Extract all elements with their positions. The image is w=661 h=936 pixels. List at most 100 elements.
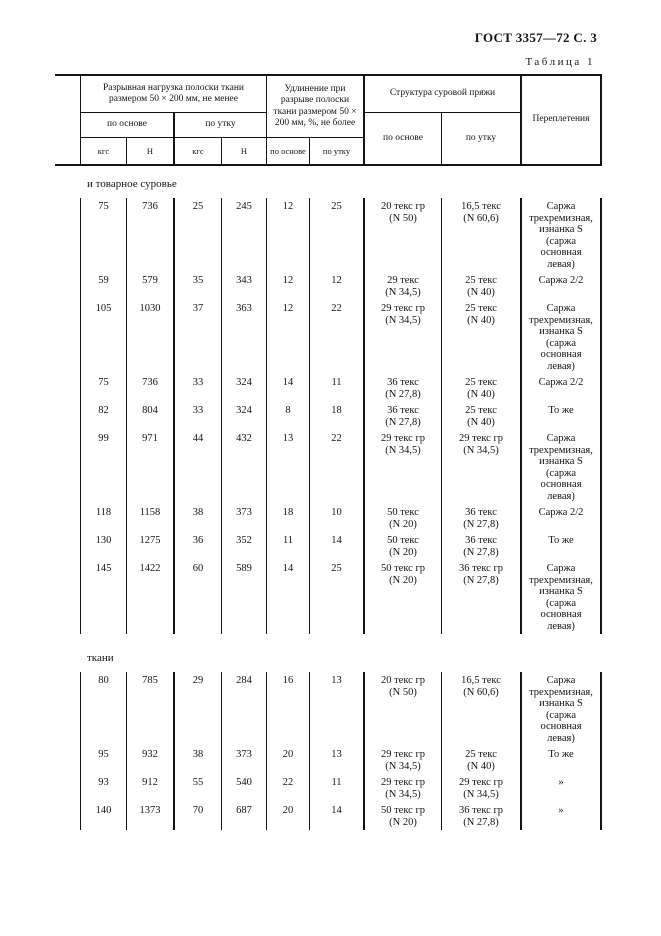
table-cell: Саржа трехремизная, изнанка S (саржа осн… <box>522 560 602 634</box>
table-cell: То же <box>522 746 602 774</box>
table-cell: 29 текс гр (N 34,5) <box>442 774 522 802</box>
document-id: ГОСТ 3357—72 С. 3 <box>474 30 597 45</box>
table-cell: 50 текс гр (N 20) <box>365 560 442 634</box>
table-cell: 36 текс (N 27,8) <box>365 374 442 402</box>
table-cell: 22 <box>310 430 365 504</box>
table-cell: 37 <box>175 300 222 374</box>
header-elongation-by-warp: по основе <box>267 137 310 164</box>
table-cell: 22 <box>267 774 310 802</box>
table-cell: То же <box>522 402 602 430</box>
table-cell: 36 текс (N 27,8) <box>365 402 442 430</box>
table-cell: » <box>522 774 602 802</box>
header-kgf-weft: кгс <box>175 137 222 164</box>
header-load-by-warp: по основе <box>80 112 175 137</box>
row-stub <box>55 402 80 430</box>
table-cell: 29 текс гр (N 34,5) <box>365 774 442 802</box>
header-newton-weft: Н <box>222 137 267 164</box>
header-weave: Переплетения <box>522 76 602 164</box>
table-cell: Саржа 2/2 <box>522 272 602 300</box>
table-cell: 20 <box>267 802 310 830</box>
table-body-section-2: 80 785 29 284 16 13 20 текс гр (N 50) 16,5 текс… <box>55 672 602 830</box>
table-cell: 145 <box>80 560 127 634</box>
table-cell: 70 <box>175 802 222 830</box>
table-cell: 20 текс гр (N 50) <box>365 672 442 746</box>
table-cell: 971 <box>127 430 175 504</box>
table-cell: 11 <box>310 774 365 802</box>
table-cell: 16 <box>267 672 310 746</box>
table-cell: 93 <box>80 774 127 802</box>
table-cell: 118 <box>80 504 127 532</box>
table-cell: Саржа 2/2 <box>522 504 602 532</box>
row-stub <box>55 272 80 300</box>
table-cell: 1422 <box>127 560 175 634</box>
header-structure-by-weft: по утку <box>442 112 522 164</box>
table-cell: 912 <box>127 774 175 802</box>
section-label-tovarnoe-surovye: и товарное суровье <box>87 178 177 190</box>
table-cell: 50 текс (N 20) <box>365 504 442 532</box>
row-stub <box>55 746 80 774</box>
table-cell: 36 текс (N 27,8) <box>442 532 522 560</box>
table-cell: 25 <box>310 198 365 272</box>
table-cell: 10 <box>310 504 365 532</box>
table-cell: 687 <box>222 802 267 830</box>
table-cell: 18 <box>267 504 310 532</box>
table-cell: 22 <box>310 300 365 374</box>
table-cell: 16,5 текс (N 60,6) <box>442 198 522 272</box>
row-stub <box>55 802 80 830</box>
table-cell: 55 <box>175 774 222 802</box>
header-elongation-by-weft: по утку <box>310 137 365 164</box>
table-cell: 373 <box>222 746 267 774</box>
table-body-section-1: 75 736 25 245 12 25 20 текс гр (N 50) 16,5 текс… <box>55 198 602 634</box>
table-cell: 324 <box>222 374 267 402</box>
page-header: ГОСТ 3357—72 С. 3 Таблица 1 <box>55 30 602 68</box>
table-cell: 13 <box>267 430 310 504</box>
table-cell: 29 текс гр (N 34,5) <box>365 300 442 374</box>
table-cell: 95 <box>80 746 127 774</box>
table-cell: 12 <box>310 272 365 300</box>
header-breaking-load: Разрывная нагрузка полоски ткани размеро… <box>80 76 267 112</box>
table-cell: 29 <box>175 672 222 746</box>
table-cell: 29 текс гр (N 34,5) <box>365 746 442 774</box>
table-cell: 80 <box>80 672 127 746</box>
table-cell: 33 <box>175 402 222 430</box>
table-caption: Таблица 1 <box>525 56 595 68</box>
section-label-tkani: ткани <box>87 652 114 664</box>
table-cell: Саржа 2/2 <box>522 374 602 402</box>
table-cell: 1373 <box>127 802 175 830</box>
table-cell: » <box>522 802 602 830</box>
table-cell: Саржа трехремизная, изнанка S (саржа осн… <box>522 672 602 746</box>
table-cell: 25 текс (N 40) <box>442 272 522 300</box>
table-cell: 12 <box>267 272 310 300</box>
table-cell: 1158 <box>127 504 175 532</box>
table-cell: 25 <box>310 560 365 634</box>
table-cell: 11 <box>310 374 365 402</box>
table-cell: 11 <box>267 532 310 560</box>
table-cell: 432 <box>222 430 267 504</box>
table-cell: 50 текс гр (N 20) <box>365 802 442 830</box>
table-cell: 12 <box>267 198 310 272</box>
table-cell: 363 <box>222 300 267 374</box>
table-cell: 60 <box>175 560 222 634</box>
row-stub <box>55 560 80 634</box>
table-cell: 16,5 текс (N 60,6) <box>442 672 522 746</box>
table-cell: 13 <box>310 746 365 774</box>
header-kgf-warp: кгс <box>80 137 127 164</box>
table-cell: 1275 <box>127 532 175 560</box>
table-cell: 804 <box>127 402 175 430</box>
table-cell: 25 текс (N 40) <box>442 402 522 430</box>
table-cell: Саржа трехремизная, изнанка S (саржа осн… <box>522 300 602 374</box>
table-cell: 785 <box>127 672 175 746</box>
table-cell: 324 <box>222 402 267 430</box>
table-cell: 50 текс (N 20) <box>365 532 442 560</box>
row-stub <box>55 532 80 560</box>
table-cell: 20 текс гр (N 50) <box>365 198 442 272</box>
header-structure-by-warp: по основе <box>365 112 442 164</box>
table-cell: 36 текс гр (N 27,8) <box>442 560 522 634</box>
row-stub <box>55 300 80 374</box>
table-cell: 14 <box>267 560 310 634</box>
table-cell: 14 <box>310 802 365 830</box>
table-cell: 25 текс (N 40) <box>442 746 522 774</box>
table-cell: То же <box>522 532 602 560</box>
table-cell: 18 <box>310 402 365 430</box>
table-cell: 99 <box>80 430 127 504</box>
